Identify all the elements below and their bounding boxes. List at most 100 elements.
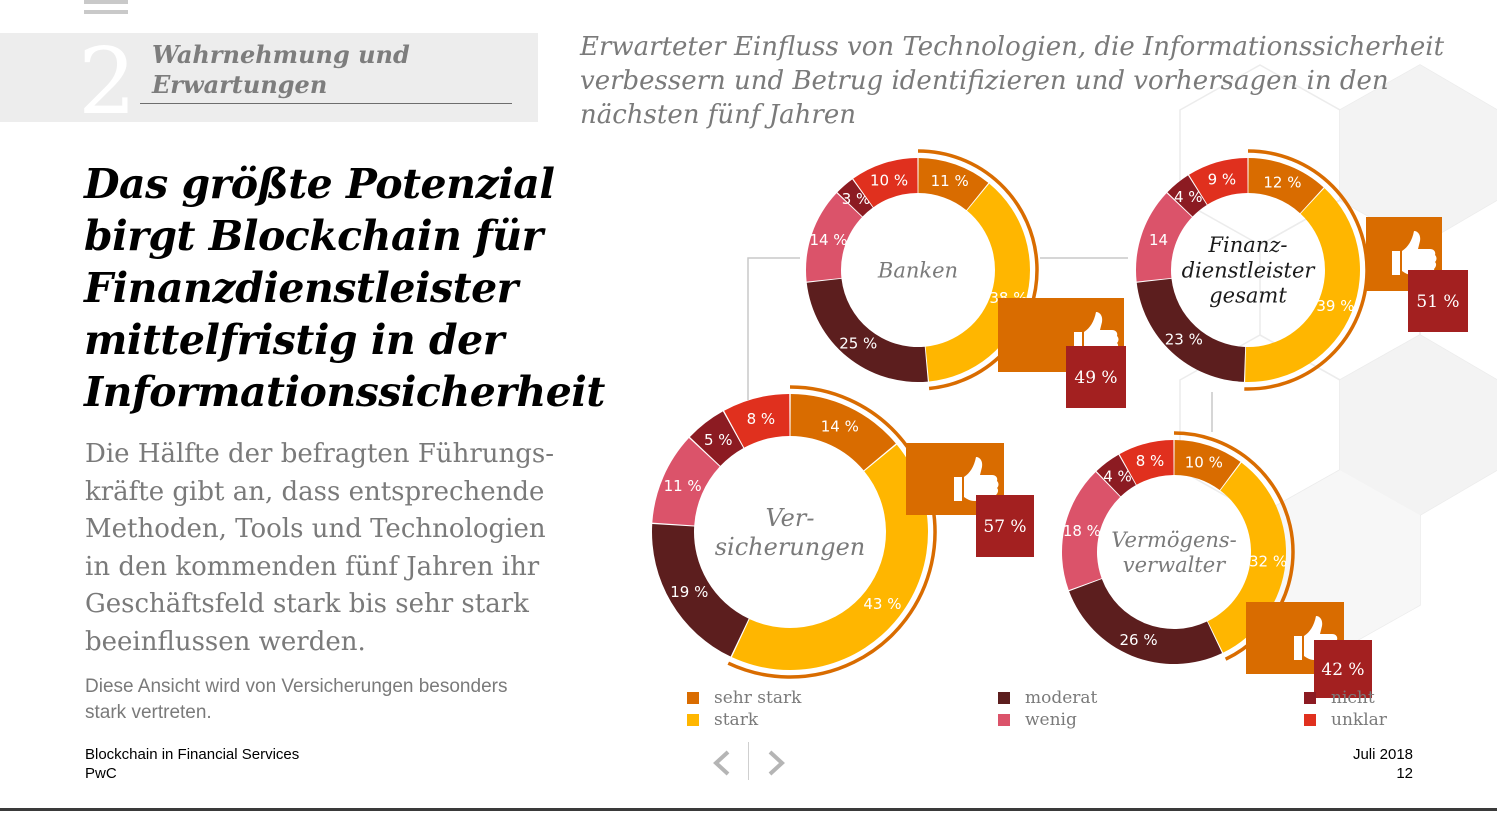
slice-label: 43 %: [863, 595, 901, 613]
donut-center-label: Ver-: [766, 504, 815, 532]
slice-label: 3 %: [842, 190, 871, 208]
donut-center-label: Vermögens-: [1111, 528, 1237, 552]
slice-label: 11 %: [664, 477, 702, 495]
donut-slice-sehr-stark: [1174, 440, 1241, 491]
legend-swatch: [687, 692, 699, 704]
slice-label: 14 %: [821, 417, 859, 435]
slice-label: 5 %: [704, 431, 733, 449]
highlight-badge: [976, 495, 1034, 557]
donut-slice-wenig: [1136, 193, 1193, 282]
slice-label: 4 %: [1103, 468, 1132, 486]
body-line: beeinflussen werden.: [85, 626, 366, 657]
donut-slice-wenig: [806, 193, 863, 282]
donut-slice-nicht: [837, 179, 873, 217]
thumbs-up-icon: [1074, 312, 1119, 356]
legend-label: nicht: [1331, 688, 1375, 708]
slice-label: 23 %: [1165, 331, 1203, 349]
donut-slice-nicht: [1096, 454, 1136, 497]
highlight-arc: [917, 149, 1039, 391]
slice-label: 14 %: [809, 231, 847, 249]
section-title: Wahrnehmung und Erwartungen: [152, 40, 512, 100]
previous-page-icon[interactable]: [708, 746, 738, 780]
slice-label: 19 %: [670, 583, 708, 601]
donut-slice-stark: [731, 444, 929, 671]
donut-center-label: verwalter: [1123, 553, 1227, 577]
nav-divider: [748, 742, 749, 780]
donut-center-label: Banken: [877, 258, 958, 282]
slice-label: 18 %: [1063, 522, 1101, 540]
slice-label: 14: [1149, 231, 1168, 249]
slice-label: 39 %: [1316, 297, 1354, 315]
legend-label: wenig: [1025, 710, 1077, 730]
donut-center-label: gesamt: [1209, 284, 1287, 308]
headline-line: Finanzdienstleister: [84, 264, 518, 312]
highlight-badge: [1314, 640, 1372, 698]
note-line: Diese Ansicht wird von Versicherungen be…: [85, 676, 508, 697]
donut-slice-nicht: [1167, 175, 1207, 217]
donut-slice-unklar: [724, 394, 790, 448]
section-title-line: Erwartungen: [152, 70, 328, 99]
chart-title-line: verbessern und Betrug identifizieren und…: [580, 66, 1389, 96]
donut-slice-sehr-stark: [1248, 158, 1324, 214]
slice-label: 25 %: [839, 334, 877, 352]
bottom-border: [0, 808, 1497, 811]
donut-slice-unklar: [1189, 158, 1248, 205]
highlight-value: 49 %: [1074, 368, 1117, 388]
slice-label: 10 %: [1185, 454, 1223, 472]
next-page-icon[interactable]: [760, 746, 790, 780]
highlight-arc: [727, 385, 937, 679]
donut-slice-unklar: [853, 158, 918, 208]
footer-right: Juli 2018 12: [1353, 745, 1413, 783]
footer-date: Juli 2018: [1352, 746, 1413, 763]
note-paragraph: Diese Ansicht wird von Versicherungen be…: [85, 674, 585, 726]
donut-slice-wenig: [652, 438, 720, 526]
legend-label: stark: [714, 710, 759, 730]
legend-label: sehr stark: [714, 688, 802, 708]
donut-chart: 14 % 43 % 19 % 11 % 5 % 8 % Ver-sicherungen 57 …: [652, 385, 1034, 679]
section-divider: [140, 103, 512, 104]
headline: Das größte Potenzial birgt Blockchain fü…: [84, 158, 644, 418]
donut-slice-moderat: [652, 524, 749, 657]
legend-label: unklar: [1331, 710, 1387, 730]
highlight-badge: [1066, 346, 1126, 408]
body-line: Methoden, Tools und Technologien: [85, 514, 546, 544]
menu-icon[interactable]: [84, 0, 128, 20]
headline-line: Das größte Potenzial: [84, 160, 555, 208]
donut-slice-stark: [1245, 188, 1360, 382]
highlight-value: 42 %: [1321, 660, 1364, 680]
headline-line: birgt Blockchain für: [84, 212, 543, 260]
highlight-value: 57 %: [983, 517, 1026, 537]
body-paragraph: Die Hälfte der befragten Führungs- kräft…: [85, 436, 605, 661]
highlight-badge: [1408, 270, 1468, 332]
connector-line: [747, 257, 800, 400]
donut-chart: 12 % 39 % 23 % 14 4 % 9 % Finanz-dienstleister…: [1136, 149, 1468, 391]
donut-slice-moderat: [1069, 578, 1223, 665]
body-line: Geschäftsfeld stark bis sehr stark: [85, 589, 529, 619]
slice-label: 26 %: [1119, 631, 1157, 649]
donut-slice-unklar: [1119, 440, 1174, 485]
donut-center-label: sicherungen: [715, 533, 866, 561]
chart-title-line: Erwarteter Einfluss von Technologien, di…: [580, 32, 1445, 62]
slice-label: 12 %: [1263, 173, 1301, 191]
body-line: Die Hälfte der befragten Führungs-: [85, 439, 555, 469]
slice-label: 4 %: [1174, 188, 1203, 206]
slice-label: 8 %: [747, 410, 776, 428]
donut-chart: 10 % 32 % 26 % 18 % 4 %8 % Vermögens-verwalte…: [1062, 431, 1372, 698]
thumbs-up-icon: [1392, 231, 1437, 275]
slice-label: 32 %: [1249, 552, 1287, 570]
thumbs-up-icon: [954, 457, 999, 501]
note-line: stark vertreten.: [85, 702, 212, 723]
section-title-line: Wahrnehmung und: [152, 40, 410, 69]
footer-company: PwC: [85, 765, 117, 782]
donut-center-label: Finanz-: [1207, 233, 1287, 257]
chart-title-line: nächsten fünf Jahren: [580, 100, 856, 130]
donut-slice-nicht: [689, 411, 744, 466]
donut-center-label: dienstleister: [1182, 258, 1317, 282]
body-line: in den kommenden fünf Jahren ihr: [85, 551, 540, 582]
slice-label: 10 %: [870, 171, 908, 189]
headline-line: mittelfristig in der: [84, 316, 504, 364]
footer-page-number: 12: [1396, 765, 1413, 782]
donut-slice-sehr-stark: [918, 158, 989, 211]
